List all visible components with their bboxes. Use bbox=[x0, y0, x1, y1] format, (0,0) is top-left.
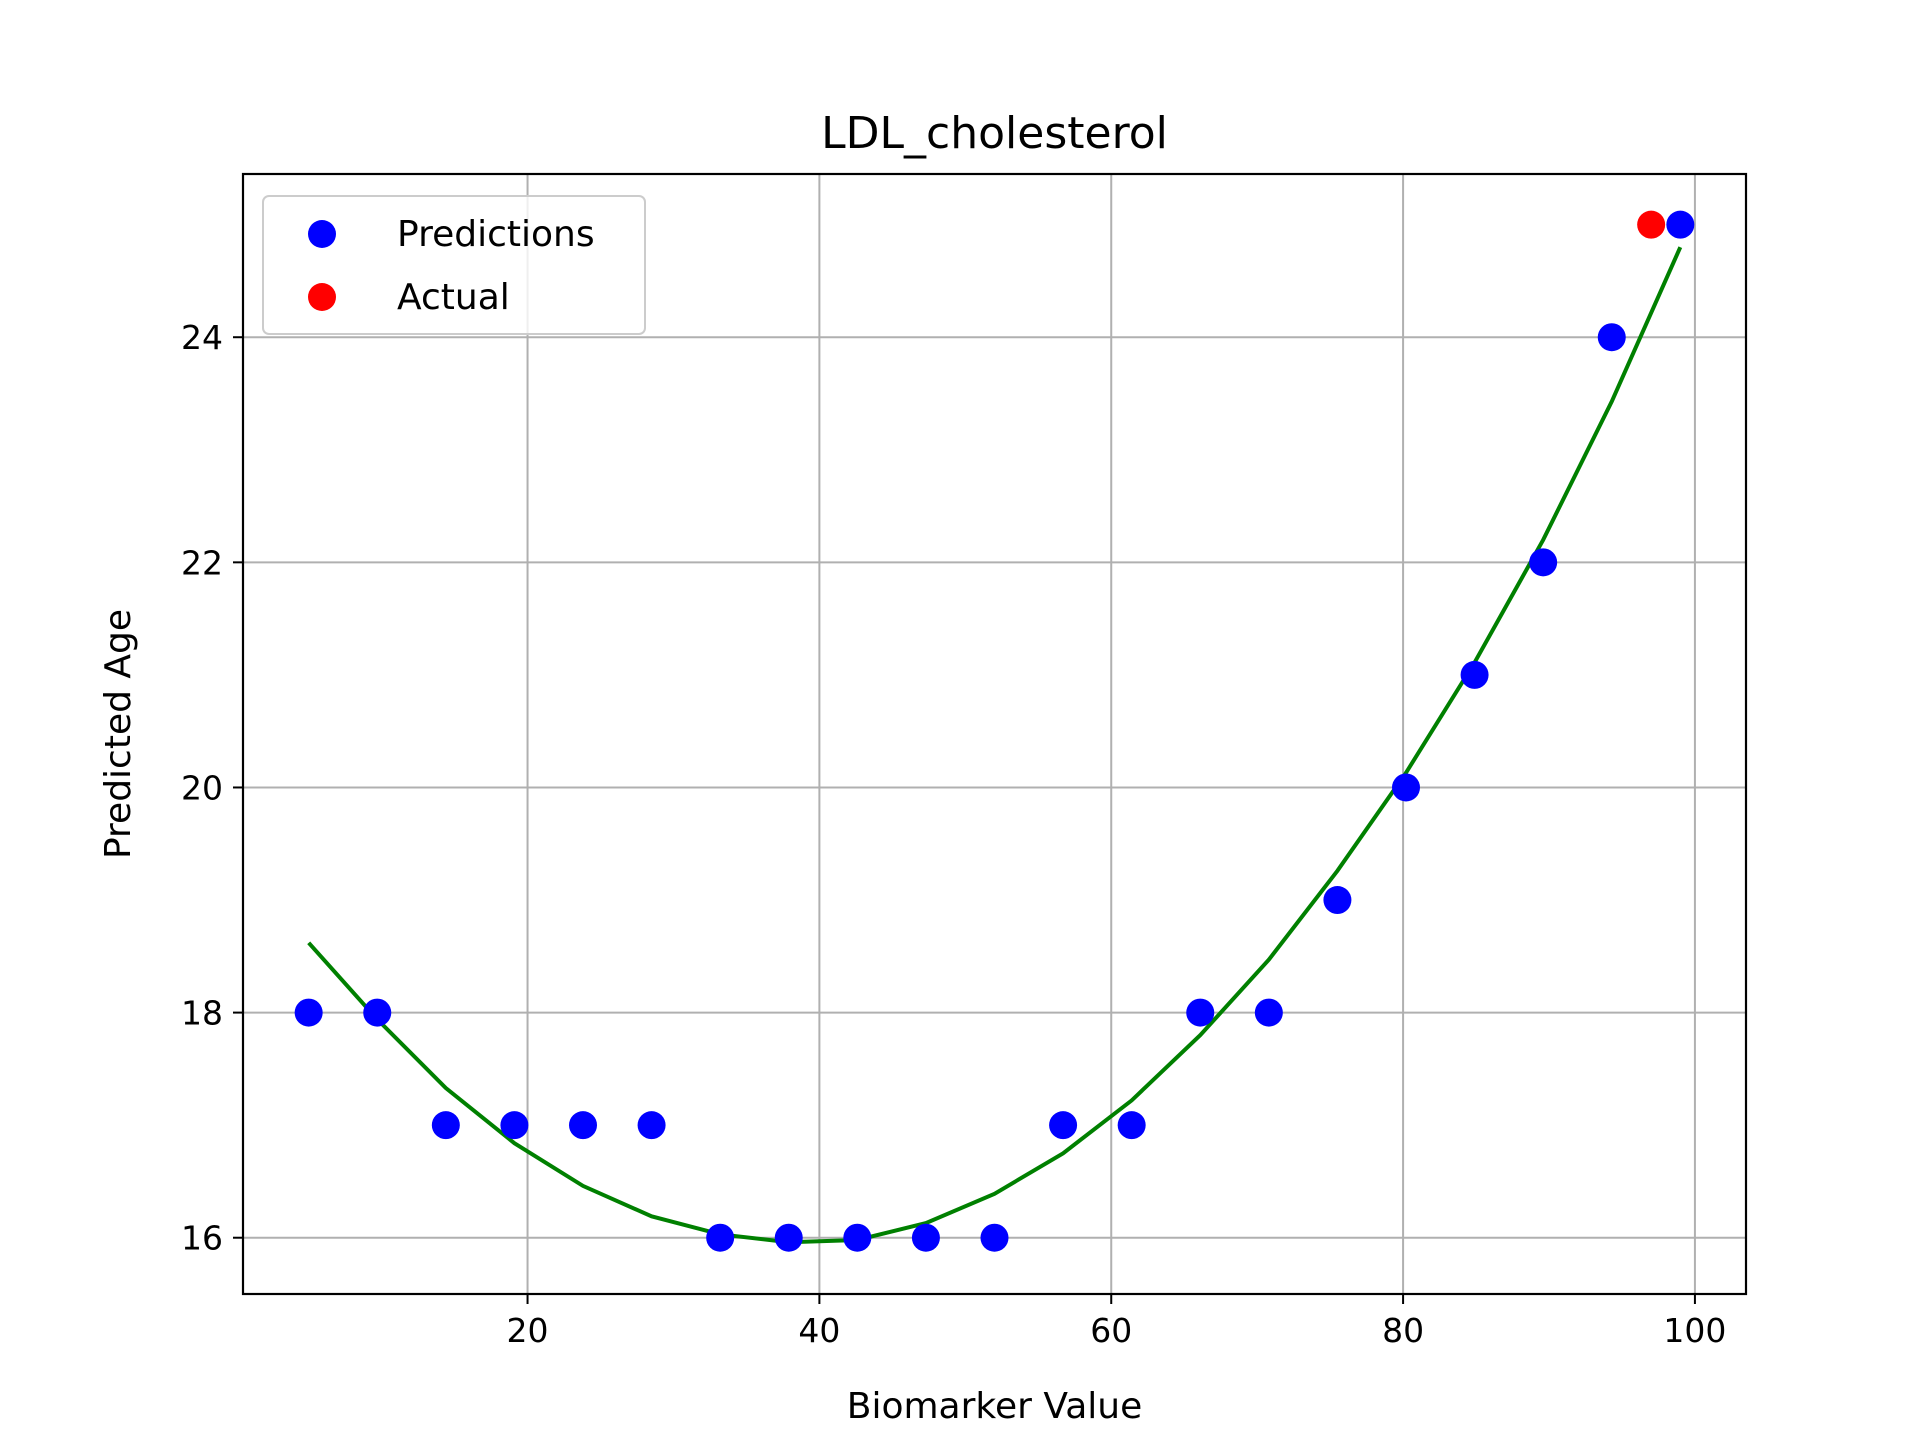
y-tick-label: 20 bbox=[181, 768, 223, 807]
fit-line-layer bbox=[307, 246, 1683, 1245]
predictions-point bbox=[774, 1223, 803, 1252]
predictions-point bbox=[1254, 998, 1283, 1027]
x-tick-label: 20 bbox=[507, 1311, 549, 1350]
scatter-points bbox=[294, 210, 1695, 1252]
predictions-point bbox=[431, 1111, 460, 1140]
y-tick-label: 16 bbox=[181, 1219, 223, 1258]
y-tick-label: 18 bbox=[181, 994, 223, 1033]
predictions-point bbox=[637, 1111, 666, 1140]
x-tick-label: 60 bbox=[1090, 1311, 1132, 1350]
legend-marker-actual bbox=[308, 283, 336, 311]
x-tick-label: 80 bbox=[1382, 1311, 1424, 1350]
x-tick-label: 100 bbox=[1663, 1311, 1726, 1350]
predictions-point bbox=[843, 1223, 872, 1252]
legend-box bbox=[262, 195, 646, 335]
y-axis-label: Predicted Age bbox=[98, 609, 139, 859]
predictions-point bbox=[568, 1111, 597, 1140]
actual-point bbox=[1637, 210, 1666, 239]
chart-title: LDL_cholesterol bbox=[821, 108, 1168, 159]
legend: Predictions Actual bbox=[262, 195, 646, 335]
x-tick-label: 40 bbox=[798, 1311, 840, 1350]
predictions-point bbox=[294, 998, 323, 1027]
predictions-point bbox=[1392, 773, 1421, 802]
x-axis-label: Biomarker Value bbox=[847, 1386, 1142, 1427]
predictions-point bbox=[706, 1223, 735, 1252]
legend-marker-predictions bbox=[308, 220, 336, 248]
legend-label-predictions: Predictions bbox=[397, 214, 595, 255]
predictions-point bbox=[363, 998, 392, 1027]
predictions-point bbox=[1049, 1111, 1078, 1140]
predictions-point bbox=[911, 1223, 940, 1252]
legend-label-actual: Actual bbox=[397, 277, 510, 318]
predictions-point bbox=[1186, 998, 1215, 1027]
predictions-point bbox=[1597, 323, 1626, 352]
predictions-point bbox=[980, 1223, 1009, 1252]
predictions-point bbox=[1323, 886, 1352, 915]
predictions-point bbox=[1666, 210, 1695, 239]
predictions-point bbox=[500, 1111, 529, 1140]
fit-line bbox=[307, 246, 1683, 1245]
axis-ticks: 20 40 60 80 100 16 18 20 22 24 bbox=[181, 318, 1726, 1350]
y-tick-label: 22 bbox=[181, 543, 223, 582]
predictions-point bbox=[1117, 1111, 1146, 1140]
y-tick-label: 24 bbox=[181, 318, 223, 357]
predictions-point bbox=[1460, 660, 1489, 689]
predictions-point bbox=[1529, 548, 1558, 577]
plot-frame bbox=[241, 172, 1748, 1296]
